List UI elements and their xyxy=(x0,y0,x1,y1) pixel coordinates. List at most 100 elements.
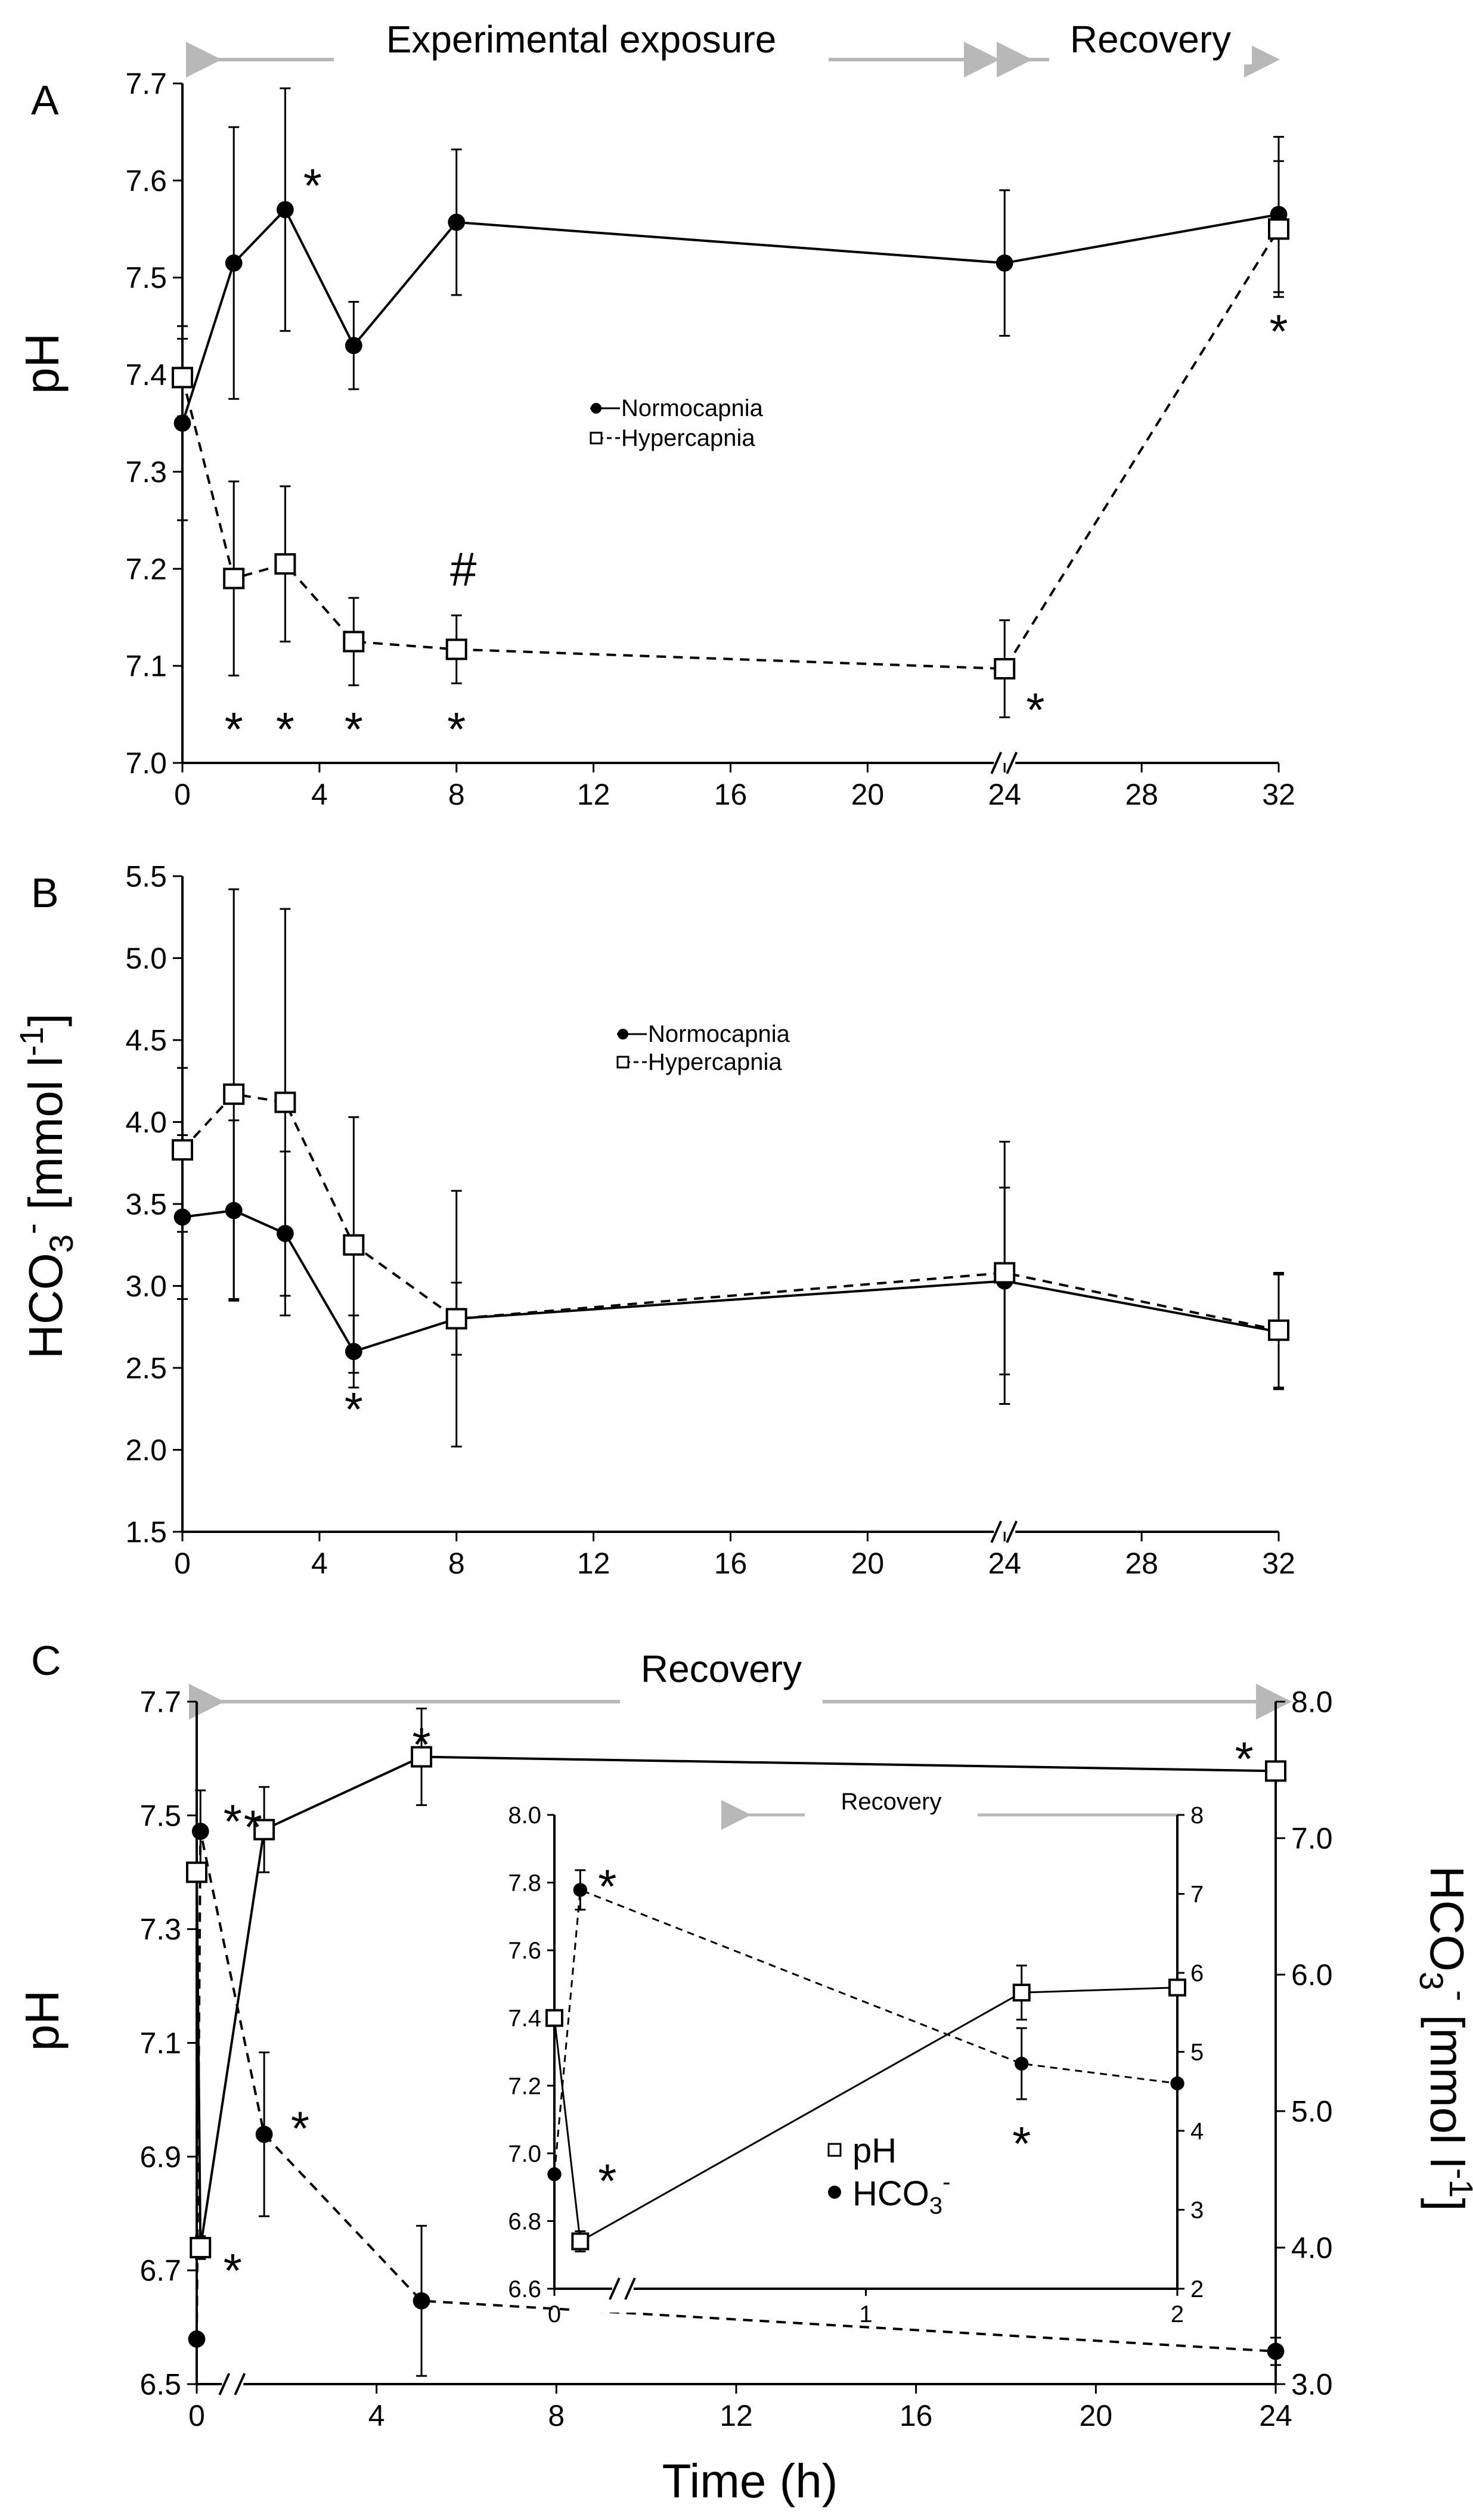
point-ph xyxy=(190,2237,212,2258)
point-hco3- xyxy=(547,2167,562,2181)
x-tick-label: 16 xyxy=(714,778,748,811)
x-tick-label: 20 xyxy=(851,1547,885,1580)
y-right-tick-label: 8 xyxy=(1190,1802,1204,1829)
y-tick-label: 7.5 xyxy=(139,1799,181,1832)
phase-label-exposure: Experimental exposure xyxy=(386,18,777,61)
x-tick-label: 0 xyxy=(188,2399,205,2432)
annotations-a: * * * * * * * # xyxy=(225,159,1288,756)
inset-legend-hco3: HCO3- xyxy=(852,2169,950,2219)
significance-star: * xyxy=(303,159,322,212)
x-tick-label: 4 xyxy=(311,778,328,811)
x-tick-label: 20 xyxy=(851,778,885,811)
significance-star: * xyxy=(413,1718,431,1771)
x-tick-label: 28 xyxy=(1125,1547,1158,1580)
point-ph xyxy=(253,1818,275,1841)
legend-normocapnia-a: Normocapnia xyxy=(621,395,764,421)
points-c xyxy=(186,1746,1286,2360)
hash-annotation: # xyxy=(450,542,477,595)
y-tick-label: 5.5 xyxy=(125,860,167,893)
ticks-b: 0 4 8 12 16 20 24 28 32 1.5 2.0 2.5 3.0 3.5 4.0 4.5 5.0 5… xyxy=(125,860,1295,1581)
point-hypercapnia xyxy=(223,567,245,589)
y-right-tick-label: 5.0 xyxy=(1291,2095,1333,2128)
x-tick-label: 24 xyxy=(988,778,1021,811)
x-tick-label: 24 xyxy=(1259,2399,1292,2432)
point-ph xyxy=(545,2009,563,2027)
x-tick-label: 12 xyxy=(720,2399,753,2432)
point-hypercapnia xyxy=(343,631,365,653)
significance-star: * xyxy=(291,2102,309,2155)
point-normocapnia xyxy=(345,1343,362,1360)
series-line-ph xyxy=(553,1987,1178,2243)
x-tick-label: 0 xyxy=(548,2301,561,2327)
y-tick-label: 2.5 xyxy=(125,1352,167,1385)
point-normocapnia xyxy=(173,414,191,432)
y-tick-label: 7.3 xyxy=(139,1913,181,1946)
x-tick-label: 1 xyxy=(859,2301,872,2327)
inset-phase-label: Recovery xyxy=(841,1789,942,1815)
y-right-tick-label: 6 xyxy=(1190,1960,1204,1987)
panel-a-letter: A xyxy=(31,77,59,123)
y-right-tick-label: 8.0 xyxy=(1291,1686,1333,1719)
significance-star: * xyxy=(345,1383,363,1436)
point-hypercapnia xyxy=(994,1262,1016,1284)
axis-break-b-stroke-2 xyxy=(1006,1520,1018,1543)
y-tick-label: 4.5 xyxy=(125,1024,167,1057)
significance-star: * xyxy=(447,703,466,756)
point-ph xyxy=(1012,1984,1031,2002)
legend-b: Normocapnia Hypercapnia xyxy=(616,1021,790,1075)
point-normocapnia xyxy=(173,1208,191,1226)
point-hco3- xyxy=(573,1883,588,1897)
point-hypercapnia xyxy=(1268,1319,1289,1341)
y-tick-label: 7.4 xyxy=(125,358,167,392)
x-tick-label: 8 xyxy=(548,2399,565,2432)
point-hco3- xyxy=(188,2330,206,2348)
axes-b xyxy=(181,876,1279,1543)
point-hco3- xyxy=(255,2125,273,2143)
point-hypercapnia xyxy=(172,367,193,389)
x-tick-label: 8 xyxy=(448,1547,465,1580)
x-tick-label: 4 xyxy=(311,1547,328,1580)
point-hco3- xyxy=(1267,2342,1285,2360)
panel-a: A Experimental exposure Recovery pH 0 4 8 1… xyxy=(15,18,1295,811)
legend-a: Normocapnia Hypercapnia xyxy=(590,395,764,451)
y-tick-label: 7.7 xyxy=(139,1686,181,1719)
x-tick-label: 4 xyxy=(368,2399,385,2432)
significance-star: * xyxy=(224,1795,242,1848)
y-tick-label: 6.7 xyxy=(139,2254,181,2288)
point-hypercapnia xyxy=(1268,218,1289,240)
x-tick-label: 24 xyxy=(988,1547,1021,1580)
significance-star: * xyxy=(1012,2117,1031,2170)
series-line-normocapnia xyxy=(181,207,1279,424)
point-hypercapnia xyxy=(343,1234,365,1256)
inset-series-lines xyxy=(553,1888,1178,2243)
point-normocapnia xyxy=(277,201,294,219)
y-tick-label: 7.6 xyxy=(125,164,167,197)
phase-label-recovery-a: Recovery xyxy=(1070,18,1231,61)
inset-legend-ph: pH xyxy=(852,2131,897,2170)
series-line-hco3- xyxy=(553,1888,1178,2175)
significance-star: * xyxy=(598,2154,616,2207)
point-hypercapnia xyxy=(274,1091,296,1113)
panel-b: B HCO3- [mmol l-1] 0 4 8 12 16 20 24 28 32 1.5 2.0… xyxy=(13,860,1295,1581)
axis-break-a-stroke-1 xyxy=(990,752,1003,774)
axis-break-a-stroke-2 xyxy=(1006,752,1018,774)
ticks-a: 0 4 8 12 16 20 24 28 32 7.0 7.1 7.2 7.3 7.4 7.5 7.6 7.7 xyxy=(125,67,1295,812)
x-tick-label: 32 xyxy=(1262,1547,1295,1580)
x-tick-label: 8 xyxy=(448,778,465,811)
axis-break-inset-stroke-2 xyxy=(624,2277,636,2300)
y-right-tick-label: 6.0 xyxy=(1291,1959,1333,1992)
annotations-c: * * * * * * xyxy=(224,1718,1254,2298)
y-tick-label: 7.3 xyxy=(125,455,167,489)
legend-hypercapnia-b: Hypercapnia xyxy=(648,1049,782,1075)
inset-ticks: 0 1 2 6.6 6.8 7.0 7.2 7.4 7.6 7.8 8.0 2 3 4 5 6 7 8 xyxy=(508,1802,1204,2327)
point-hypercapnia xyxy=(274,553,296,575)
y-tick-label: 7.4 xyxy=(508,2006,541,2032)
annotations-b: * xyxy=(345,1383,363,1436)
axis-break-b-stroke-1 xyxy=(990,1520,1003,1543)
y-tick-label: 7.7 xyxy=(125,67,167,101)
x-axis-label-c: Time (h) xyxy=(662,2454,838,2507)
significance-star: * xyxy=(1235,1732,1254,1785)
y-tick-label: 2.0 xyxy=(125,1433,167,1467)
y-axis-label-a: pH xyxy=(15,333,69,394)
